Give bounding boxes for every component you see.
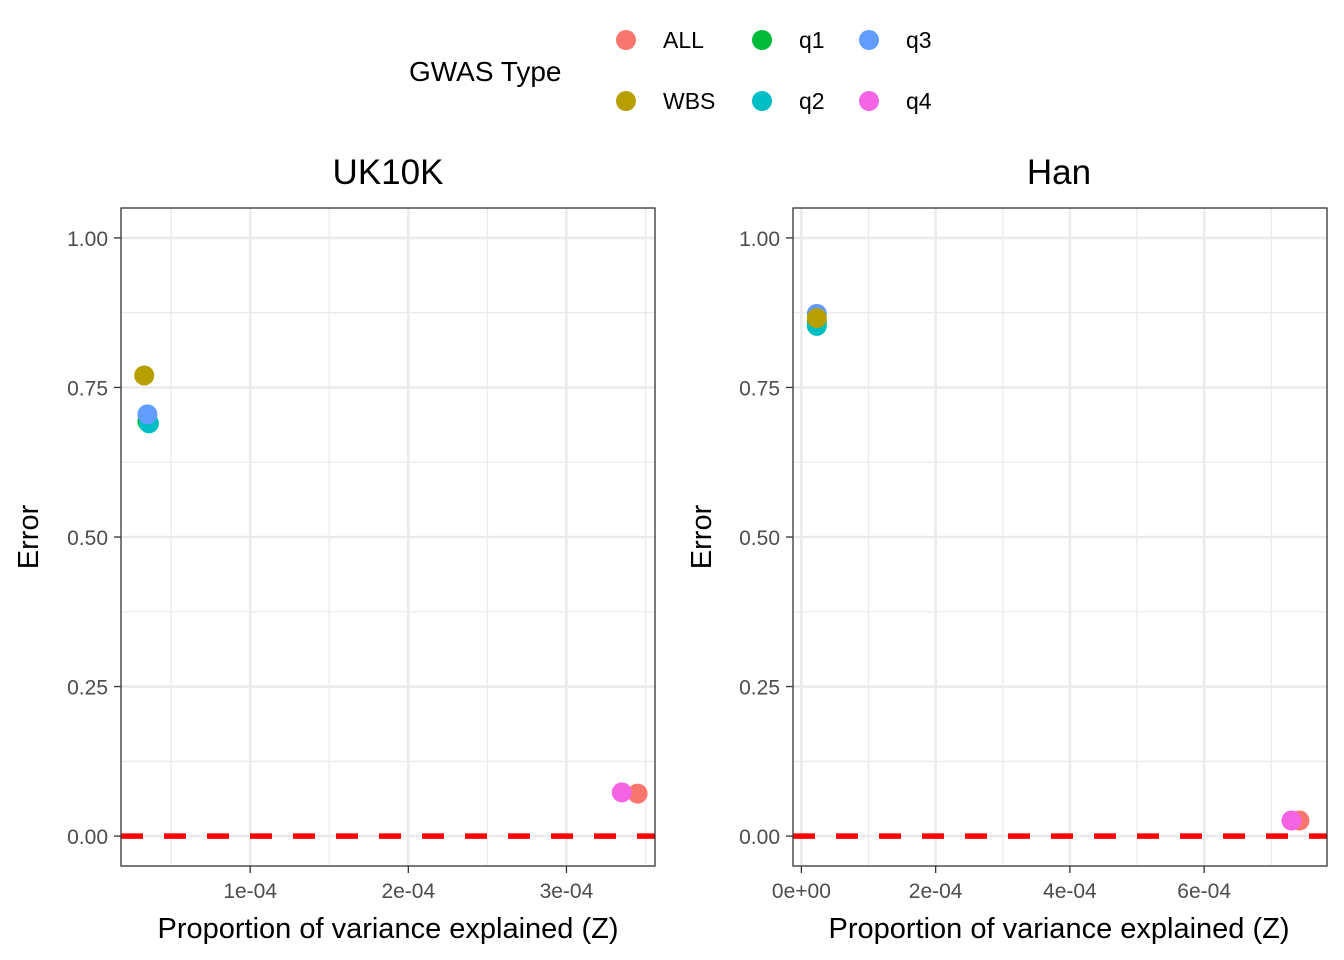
panel-han: Han 0.00 0.25 0.50 0.75 1.00 0e+00 2e-04 4e-04 6… [686, 153, 1328, 945]
legend-key-all [616, 30, 636, 50]
data-point-q4 [611, 782, 632, 803]
legend-label-wbs: WBS [663, 88, 715, 114]
legend-label-q4: q4 [906, 88, 932, 114]
y-tick-label: 0.50 [67, 527, 108, 550]
data-point-wbs [806, 308, 827, 329]
x-tick-label: 1e-04 [223, 880, 277, 903]
y-tick-label: 0.25 [739, 677, 780, 700]
data-point-wbs [134, 365, 155, 386]
panel-uk10k-points [134, 365, 648, 804]
legend-key-q2 [752, 91, 772, 111]
y-tick-label: 0.75 [67, 377, 108, 400]
panel-uk10k-title: UK10K [333, 153, 444, 192]
y-tick-label: 0.00 [739, 826, 780, 849]
legend-key-q1 [752, 30, 772, 50]
data-point-all [627, 783, 648, 804]
panel-uk10k-y-axis-title: Error [13, 504, 45, 569]
x-tick-label: 4e-04 [1043, 880, 1097, 903]
legend-label-all: ALL [663, 27, 704, 53]
x-tick-label: 2e-04 [909, 880, 963, 903]
legend-title: GWAS Type [409, 56, 562, 87]
legend: GWAS Type ALL q1 q3 WBS q2 q4 [409, 27, 932, 114]
x-tick-label: 3e-04 [540, 880, 594, 903]
y-tick-label: 0.25 [67, 677, 108, 700]
panel-uk10k: UK10K 0.00 0.25 0.50 0.75 1.00 1e-04 2e-04 3e-0… [13, 153, 656, 945]
panel-uk10k-x-axis-title: Proportion of variance explained (Z) [157, 913, 618, 945]
data-point-q4 [1281, 810, 1302, 831]
y-tick-label: 0.75 [739, 377, 780, 400]
x-tick-label: 0e+00 [772, 880, 831, 903]
panel-han-points [806, 303, 1310, 831]
data-point-q3 [137, 404, 158, 425]
legend-label-q1: q1 [799, 27, 825, 53]
y-tick-label: 0.00 [67, 826, 108, 849]
y-tick-label: 1.00 [67, 228, 108, 251]
legend-key-q4 [859, 91, 879, 111]
x-tick-label: 6e-04 [1177, 880, 1231, 903]
legend-key-q3 [859, 30, 879, 50]
legend-label-q2: q2 [799, 88, 825, 114]
panel-han-y-axis-title: Error [686, 504, 718, 569]
panel-han-x-axis-title: Proportion of variance explained (Z) [828, 913, 1289, 945]
legend-key-wbs [616, 91, 636, 111]
y-tick-label: 1.00 [739, 228, 780, 251]
legend-label-q3: q3 [906, 27, 932, 53]
y-tick-label: 0.50 [739, 527, 780, 550]
x-tick-label: 2e-04 [381, 880, 435, 903]
legend-entries: ALL q1 q3 WBS q2 q4 [616, 27, 932, 114]
panel-han-title: Han [1027, 153, 1091, 192]
